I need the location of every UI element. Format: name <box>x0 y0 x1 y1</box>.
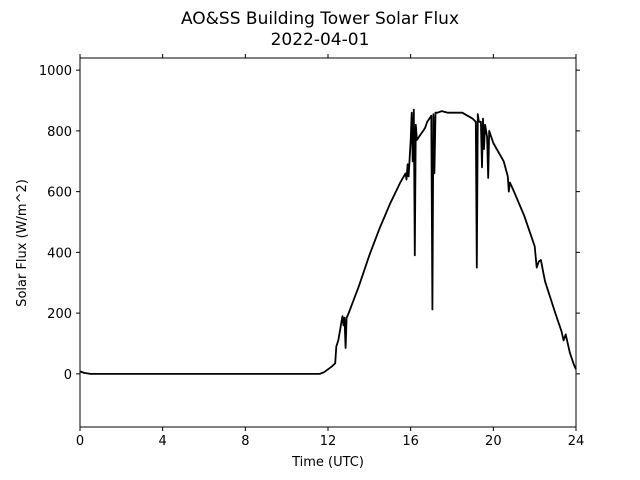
y-tick-label: 200 <box>47 307 72 322</box>
y-tick-label: 0 <box>64 368 72 383</box>
y-tick-label: 400 <box>47 246 72 261</box>
x-tick-label: 24 <box>568 434 585 449</box>
y-tick-label: 800 <box>47 125 72 140</box>
plot-frame <box>79 57 577 428</box>
y-tick-label: 600 <box>47 186 72 201</box>
x-tick-label: 12 <box>320 434 337 449</box>
plot-area <box>79 108 577 375</box>
x-axis-label: Time (UTC) <box>291 455 364 470</box>
y-axis-label: Solar Flux (W/m^2) <box>15 179 30 307</box>
x-tick-label: 16 <box>402 434 419 449</box>
chart-subtitle: 2022-04-01 <box>271 30 370 50</box>
chart-title: AO&SS Building Tower Solar Flux <box>181 9 459 29</box>
x-tick-label: 0 <box>76 434 84 449</box>
x-tick-label: 4 <box>159 434 167 449</box>
x-tick-label: 8 <box>241 434 249 449</box>
x-tick-label: 20 <box>485 434 502 449</box>
series-line <box>79 108 577 375</box>
y-tick-label: 1000 <box>39 64 72 79</box>
axis-ticks: 0 4 8 12 16 20 24 0 200 400 600 800 1000 <box>39 54 584 449</box>
